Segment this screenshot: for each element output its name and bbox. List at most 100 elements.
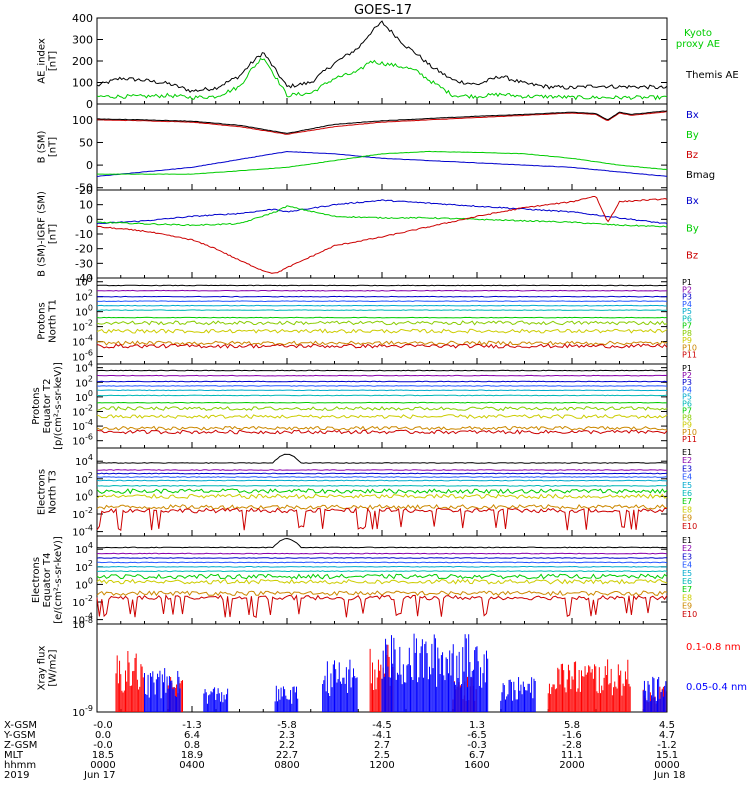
channel-label-p1: P1 [682,278,692,287]
y-tick-label: 10 [79,199,93,212]
channel-label-p10: P10 [682,428,697,437]
channel-p10-line [96,425,668,431]
y-axis-label: Protons [31,387,42,424]
channel-e3-line [96,557,668,559]
channel-p5-line [96,304,668,307]
channel-label-p7: P7 [682,407,692,416]
y-axis-label: AE_index [37,38,48,84]
footer-value: 1200 [369,760,394,771]
y-tick-label: 100 [72,77,93,90]
footer-value: -4.1 [372,730,392,741]
panel-frame [96,17,668,105]
footer-value: 18.5 [92,750,114,761]
y-tick-label: 100 [75,488,93,503]
series-by [96,150,668,175]
y-tick-label: 10-2 [72,594,93,609]
footer-row-label: X-GSM [4,720,37,731]
footer-row-label: 2019 [4,770,29,781]
channel-e6-line [96,570,668,573]
channel-label-p5: P5 [682,392,692,401]
footer-row-label: MLT [4,750,24,761]
channel-label-p3: P3 [682,293,692,302]
channel-label-e5: E5 [682,481,692,490]
channel-e6-line [96,484,668,487]
y-axis-label: [W/m2] [48,649,59,686]
footer-value: 2.5 [374,750,390,761]
channel-p4-line [96,385,668,387]
y-axis-label: North T3 [48,470,59,514]
footer-value: 4.5 [659,720,675,731]
channel-label-p4: P4 [682,385,692,394]
channel-label-e4: E4 [682,561,692,570]
y-tick-label: 10-2 [72,403,93,418]
legend-0-05-0-4-nm: 0.05-0.4 nm [686,682,747,693]
channel-p7-line [96,316,668,319]
panel-6: 104 102 100 10-2 10-4 Electrons North T3 E1E2E3… [37,447,697,539]
y-tick-label: 10-8 [72,616,93,631]
footer-value: Jun 17 [83,770,116,781]
footer-value: 11.1 [561,750,583,761]
channel-label-p2: P2 [682,371,692,380]
y-axis-label: B (SM)-IGRF (SM) [37,191,48,277]
footer-value: 2.7 [374,740,390,751]
footer-value: 2.3 [279,730,295,741]
channel-label-e1: E1 [682,448,692,457]
y-axis-label: Equator T2 [42,379,53,434]
y-tick-label: 102 [75,471,93,486]
footer-value: -1.6 [562,730,582,741]
footer-value: -4.5 [372,720,392,731]
channel-e5-line [96,479,668,482]
legend-bx: Bx [686,196,699,207]
footer-value: 0800 [274,760,299,771]
y-tick-label: 0 [86,98,93,111]
channel-p8-line [96,406,668,412]
channel-e4-line [96,476,668,478]
panel-frame [96,189,668,279]
channel-label-e3: E3 [682,464,692,473]
y-tick-label: 10-4 [72,524,93,539]
channel-e2-line [96,552,668,555]
channel-p3-line [96,295,668,298]
channel-p5-line [96,389,668,392]
panel-frame [96,363,668,449]
channel-label-p4: P4 [682,300,692,309]
legend-themis-ae: Themis AE [685,70,739,81]
channel-label-p2: P2 [682,285,692,294]
channel-label-p10: P10 [682,343,697,352]
channel-label-p11: P11 [682,435,697,444]
y-tick-label: 200 [72,55,93,68]
y-tick-label: 10-6 [72,433,93,448]
footer-value: -1.3 [182,720,202,731]
channel-label-p8: P8 [682,414,692,423]
channel-label-e4: E4 [682,473,692,482]
y-axis-label: Electrons [31,557,42,603]
footer-value: 1600 [464,760,489,771]
footer-row-label: Y-GSM [3,730,36,741]
footer-value: 0000 [90,760,115,771]
y-tick-label: 10-4 [72,612,93,627]
y-tick-label: 400 [72,12,93,25]
plot-title: GOES-17 [354,3,412,18]
channel-label-e8: E8 [682,593,692,602]
y-tick-label: 102 [75,374,93,389]
footer-value: 22.7 [276,750,298,761]
channel-label-e2: E2 [682,456,692,465]
channel-e9-line [96,504,668,510]
y-axis-label: Equator T4 [42,553,53,608]
footer-value: 15.1 [656,750,678,761]
channel-e4-line [96,561,668,564]
y-tick-label: 10-2 [72,319,93,334]
y-tick-label: 0 [86,213,93,226]
footer-value: -0.0 [93,740,113,751]
channel-label-e9: E9 [682,514,692,523]
channel-label-p6: P6 [682,314,692,323]
channel-e8-line [96,578,668,585]
channel-label-p9: P9 [682,336,692,345]
channel-e7-line [96,573,668,580]
channel-e7-line [96,488,668,495]
footer-value: 1.3 [469,720,485,731]
footer-value: 6.7 [469,750,485,761]
series-bz [96,196,668,274]
